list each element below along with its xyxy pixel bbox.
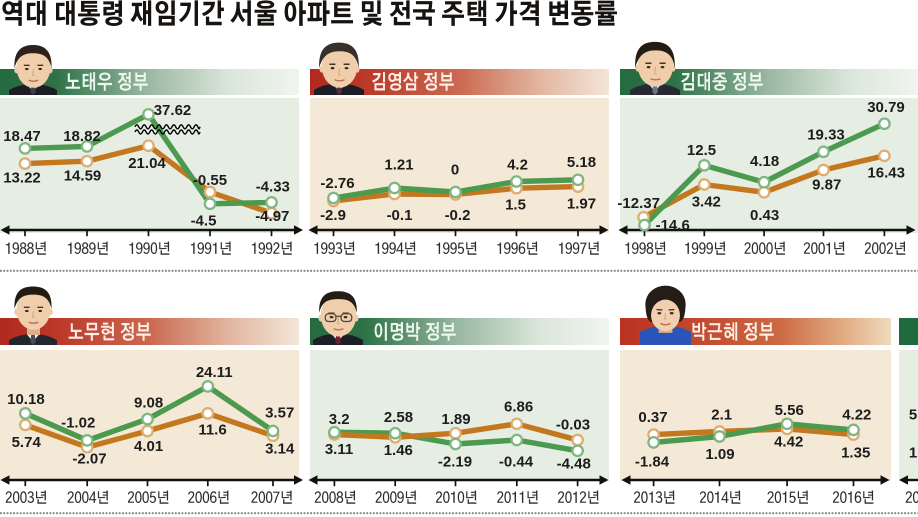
svg-text:14.59: 14.59 [64,167,102,184]
svg-text:-14.6: -14.6 [656,217,690,234]
svg-text:4.2: 4.2 [507,156,528,173]
svg-text:0.37: 0.37 [638,409,667,426]
svg-text:16.43: 16.43 [867,164,905,181]
svg-text:3.2: 3.2 [329,411,350,428]
svg-text:3.57: 3.57 [265,404,294,421]
svg-text:-0.55: -0.55 [193,172,227,189]
svg-text:1.21: 1.21 [384,156,413,173]
svg-text:5.56: 5.56 [775,402,804,419]
svg-text:9.08: 9.08 [134,394,163,411]
svg-text:-4.5: -4.5 [191,212,217,229]
svg-text:1: 1 [909,445,917,462]
svg-text:3.11: 3.11 [325,441,353,458]
svg-text:3.42: 3.42 [692,194,721,211]
svg-text:1.35: 1.35 [841,445,870,462]
svg-text:1.09: 1.09 [705,446,734,463]
svg-text:4.42: 4.42 [774,433,803,450]
svg-text:1.89: 1.89 [441,411,470,428]
svg-text:-0.2: -0.2 [445,207,471,224]
svg-text:6.86: 6.86 [504,399,533,416]
svg-text:-1.84: -1.84 [635,454,670,471]
svg-text:4.01: 4.01 [134,438,163,455]
svg-text:30.79: 30.79 [867,99,905,116]
svg-text:13.22: 13.22 [3,169,41,186]
svg-text:1.46: 1.46 [384,442,413,459]
svg-text:1.5: 1.5 [505,196,526,213]
svg-text:10.18: 10.18 [7,391,45,408]
svg-text:0.43: 0.43 [750,207,779,224]
svg-text:-4.97: -4.97 [255,208,289,225]
svg-text:4.22: 4.22 [842,406,871,423]
svg-text:-2.19: -2.19 [438,454,472,471]
svg-text:2.58: 2.58 [384,409,413,426]
svg-text:4.18: 4.18 [750,153,779,170]
svg-text:11.6: 11.6 [198,421,226,438]
svg-text:19.33: 19.33 [807,127,845,144]
svg-text:-0.1: -0.1 [387,207,413,224]
svg-text:12.5: 12.5 [687,142,716,159]
svg-text:0: 0 [451,161,459,178]
svg-text:1.97: 1.97 [567,195,596,212]
svg-text:-4.33: -4.33 [256,178,290,195]
svg-text:-1.02: -1.02 [61,415,95,432]
svg-text:-2.07: -2.07 [72,451,106,468]
svg-text:-2.76: -2.76 [320,175,354,192]
svg-text:5.18: 5.18 [567,154,596,171]
svg-text:-0.03: -0.03 [556,417,590,434]
svg-text:24.11: 24.11 [196,364,233,381]
svg-text:5: 5 [909,406,917,423]
svg-text:2.1: 2.1 [711,406,732,423]
svg-text:9.87: 9.87 [812,177,841,194]
svg-text:-0.44: -0.44 [499,454,534,471]
svg-text:18.82: 18.82 [63,128,101,145]
svg-text:18.47: 18.47 [3,128,41,145]
svg-text:-2.9: -2.9 [320,207,346,224]
svg-text:21.04: 21.04 [128,155,166,172]
svg-text:-12.37: -12.37 [617,195,660,212]
svg-text:-4.48: -4.48 [557,455,591,472]
svg-text:3.14: 3.14 [265,441,295,458]
svg-text:5.74: 5.74 [12,434,42,451]
svg-text:37.62: 37.62 [154,102,192,119]
